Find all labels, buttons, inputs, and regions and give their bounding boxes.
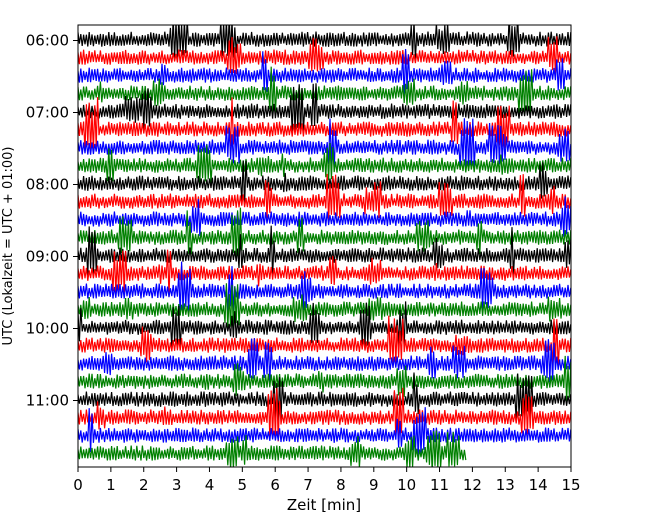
trace-14 bbox=[78, 249, 571, 297]
trace-4 bbox=[78, 66, 571, 114]
trace-21 bbox=[78, 372, 571, 421]
trace-19 bbox=[78, 338, 571, 384]
x-tick-label: 15 bbox=[561, 476, 580, 494]
x-tick-label: 12 bbox=[463, 476, 482, 494]
trace-8 bbox=[78, 142, 571, 184]
y-axis-label: UTC (Lokalzeit = UTC + 01:00) bbox=[1, 147, 16, 346]
trace-24 bbox=[78, 430, 467, 467]
y-tick-label: 09:00 bbox=[26, 248, 69, 266]
trace-7 bbox=[78, 118, 571, 170]
x-tick-label: 13 bbox=[496, 476, 515, 494]
trace-13 bbox=[78, 225, 571, 278]
x-tick-label: 8 bbox=[336, 476, 346, 494]
y-axis: 06:00 07:00 08:00 09:00 10:00 11:00 bbox=[26, 32, 78, 410]
x-axis-label: Zeit [min] bbox=[287, 496, 361, 514]
trace-20 bbox=[78, 355, 571, 402]
trace-23 bbox=[78, 407, 571, 458]
x-tick-label: 11 bbox=[430, 476, 449, 494]
x-tick-label: 0 bbox=[73, 476, 83, 494]
trace-11 bbox=[78, 196, 571, 237]
trace-12 bbox=[78, 207, 571, 260]
x-tick-label: 9 bbox=[369, 476, 379, 494]
y-tick-label: 06:00 bbox=[26, 32, 69, 50]
trace-group bbox=[78, 25, 571, 467]
trace-22 bbox=[78, 387, 571, 442]
x-tick-label: 14 bbox=[529, 476, 548, 494]
x-tick-label: 10 bbox=[397, 476, 416, 494]
plot-frame bbox=[77, 24, 572, 468]
trace-2 bbox=[78, 36, 571, 75]
x-tick-label: 6 bbox=[270, 476, 280, 494]
y-tick-label: 10:00 bbox=[26, 320, 69, 338]
x-tick-label: 7 bbox=[303, 476, 313, 494]
trace-18 bbox=[78, 315, 571, 368]
trace-9 bbox=[78, 160, 571, 206]
trace-1 bbox=[78, 25, 571, 60]
x-axis: 0 1 2 3 4 5 6 7 8 9 10 11 12 13 14 15 bbox=[73, 467, 581, 494]
y-tick-label: 08:00 bbox=[26, 176, 69, 194]
trace-17 bbox=[78, 301, 571, 350]
x-tick-label: 2 bbox=[139, 476, 149, 494]
x-tick-label: 4 bbox=[205, 476, 215, 494]
x-tick-label: 5 bbox=[238, 476, 248, 494]
trace-5 bbox=[78, 83, 571, 134]
trace-3 bbox=[78, 48, 571, 97]
x-tick-label: 1 bbox=[106, 476, 116, 494]
trace-10 bbox=[78, 173, 571, 222]
trace-15 bbox=[78, 261, 571, 315]
y-tick-label: 11:00 bbox=[26, 392, 69, 410]
trace-16 bbox=[78, 283, 571, 333]
y-tick-label: 07:00 bbox=[26, 104, 69, 122]
x-tick-label: 3 bbox=[172, 476, 182, 494]
